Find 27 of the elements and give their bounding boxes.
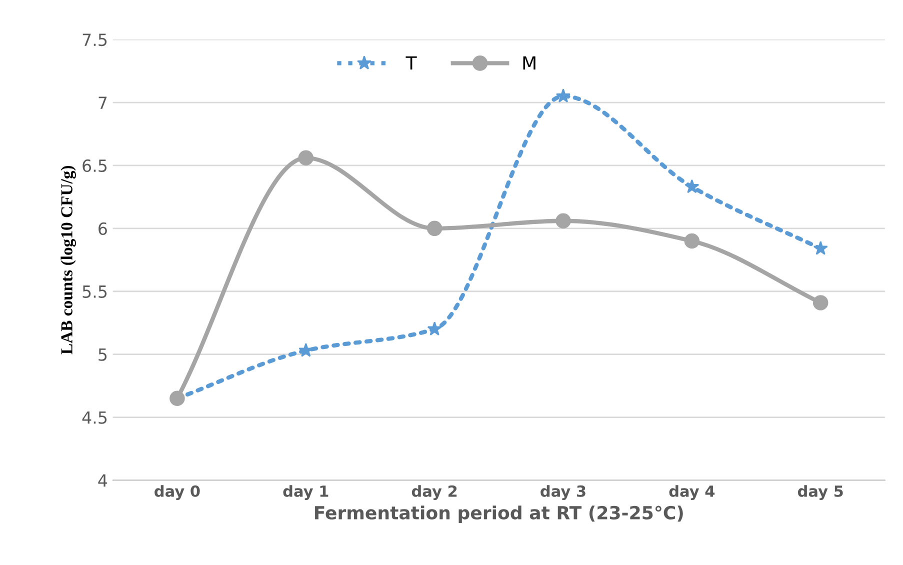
y-tick-label: 5.5	[82, 286, 107, 298]
legend-label: T	[406, 56, 417, 70]
y-tick-label: 6	[98, 222, 107, 235]
y-tick-label: 5	[98, 348, 107, 361]
x-axis-title: Fermentation period at RT (23-25°C)	[315, 506, 683, 524]
legend-label: M	[523, 56, 536, 70]
y-tick-label: 7.5	[82, 34, 107, 46]
x-tick-label: day 1	[283, 485, 328, 500]
x-tick-label: day 0	[154, 485, 200, 500]
y-axis-title: LAB counts (log10 CFU/g)	[60, 166, 76, 354]
point	[812, 295, 828, 310]
point	[556, 213, 571, 229]
y-tick-label: 6.5	[82, 159, 107, 172]
y-tick-label: 7	[98, 96, 107, 109]
point	[684, 233, 700, 249]
y-tick-label: 4.5	[82, 411, 107, 424]
point	[556, 88, 571, 103]
point	[684, 179, 700, 194]
x-tick-label: day 3	[540, 485, 586, 500]
x-tick-label: day 5	[798, 485, 843, 500]
point	[426, 220, 442, 236]
point	[298, 150, 314, 166]
x-tick-label: day 4	[669, 485, 715, 500]
y-tick-label: 4	[98, 474, 108, 487]
point	[427, 322, 442, 336]
point	[813, 240, 828, 255]
x-tick-label: day 2	[412, 485, 457, 500]
